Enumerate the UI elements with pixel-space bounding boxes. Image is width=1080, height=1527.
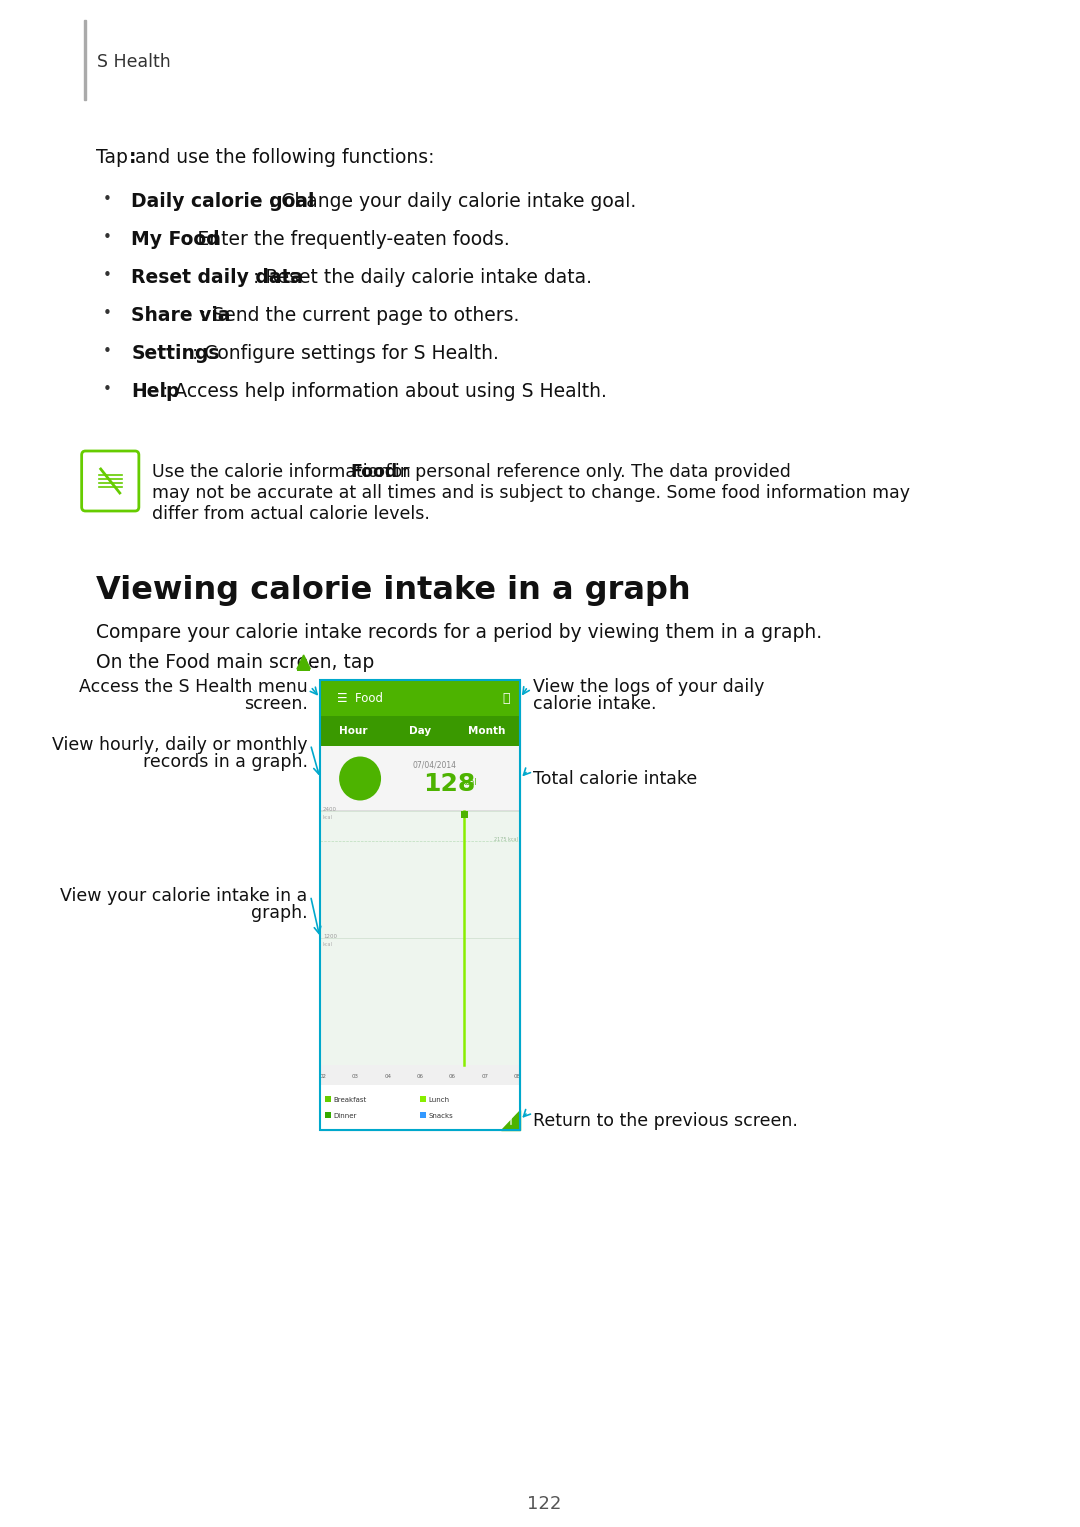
- Text: •: •: [103, 231, 111, 244]
- Text: records in a graph.: records in a graph.: [143, 753, 308, 771]
- Text: Month: Month: [469, 725, 505, 736]
- Text: •: •: [103, 305, 111, 321]
- Bar: [320, 680, 521, 1130]
- Text: : Change your daily calorie intake goal.: : Change your daily calorie intake goal.: [269, 192, 636, 211]
- Text: 08: 08: [514, 1073, 521, 1078]
- Text: differ from actual calorie levels.: differ from actual calorie levels.: [152, 505, 430, 524]
- Text: 07: 07: [482, 1073, 488, 1078]
- Bar: [320, 680, 521, 716]
- Text: graph.: graph.: [251, 904, 308, 922]
- Text: screen.: screen.: [244, 695, 308, 713]
- Text: Tap: Tap: [96, 148, 127, 166]
- Text: 04: 04: [384, 1073, 391, 1078]
- Text: 03: 03: [352, 1073, 359, 1078]
- Bar: [325, 1112, 330, 1118]
- Text: Breakfast: Breakfast: [334, 1096, 366, 1102]
- Text: View the logs of your daily: View the logs of your daily: [532, 678, 764, 696]
- Bar: [320, 680, 521, 1130]
- Text: 1200: 1200: [323, 935, 337, 939]
- Text: kcal: kcal: [323, 942, 333, 947]
- Text: Return to the previous screen.: Return to the previous screen.: [532, 1112, 797, 1130]
- Text: •: •: [103, 344, 111, 359]
- Bar: [325, 1096, 330, 1102]
- Text: Help: Help: [132, 382, 179, 402]
- Text: Hour: Hour: [339, 725, 367, 736]
- Text: Dinner: Dinner: [334, 1113, 356, 1119]
- Text: kcal: kcal: [461, 777, 476, 786]
- Text: 06: 06: [449, 1073, 456, 1078]
- Text: Day: Day: [409, 725, 431, 736]
- FancyBboxPatch shape: [82, 450, 139, 512]
- Circle shape: [339, 756, 381, 800]
- Bar: [320, 1064, 521, 1086]
- Text: View your calorie intake in a: View your calorie intake in a: [60, 887, 308, 906]
- Text: Viewing calorie intake in a graph: Viewing calorie intake in a graph: [96, 576, 690, 606]
- Text: calorie intake.: calorie intake.: [532, 695, 657, 713]
- Text: 2175 kcal: 2175 kcal: [495, 837, 518, 843]
- Bar: [420, 1112, 426, 1118]
- Bar: [320, 811, 521, 1064]
- Bar: [320, 747, 521, 811]
- Text: .: .: [313, 654, 319, 672]
- Text: •: •: [103, 382, 111, 397]
- Text: : Configure settings for S Health.: : Configure settings for S Health.: [192, 344, 499, 363]
- Text: ∥: ∥: [509, 1116, 513, 1124]
- Text: 06: 06: [417, 1073, 423, 1078]
- Text: Access the S Health menu: Access the S Health menu: [79, 678, 308, 696]
- Bar: [420, 1096, 426, 1102]
- Text: S Health: S Health: [97, 53, 171, 70]
- Bar: [320, 1086, 521, 1130]
- Bar: [297, 667, 310, 670]
- Text: Settings: Settings: [132, 344, 219, 363]
- Bar: [320, 716, 521, 747]
- Text: Snacks: Snacks: [429, 1113, 454, 1119]
- Text: Total calorie intake: Total calorie intake: [532, 771, 697, 788]
- Text: 07/04/2014: 07/04/2014: [413, 760, 457, 770]
- Text: Lunch: Lunch: [429, 1096, 450, 1102]
- Text: may not be accurate at all times and is subject to change. Some food information: may not be accurate at all times and is …: [152, 484, 910, 502]
- Bar: [461, 811, 468, 818]
- Text: My Food: My Food: [132, 231, 220, 249]
- Polygon shape: [297, 655, 310, 669]
- Text: Reset daily data: Reset daily data: [132, 269, 303, 287]
- Text: Food: Food: [350, 463, 397, 481]
- Text: : Reset the daily calorie intake data.: : Reset the daily calorie intake data.: [254, 269, 592, 287]
- Text: 02: 02: [320, 1073, 326, 1078]
- Text: •: •: [103, 192, 111, 208]
- Text: Use the calorie information in: Use the calorie information in: [152, 463, 417, 481]
- Text: : Enter the frequently-eaten foods.: : Enter the frequently-eaten foods.: [185, 231, 510, 249]
- Polygon shape: [501, 1110, 521, 1130]
- Text: Daily calorie goal: Daily calorie goal: [132, 192, 314, 211]
- Text: : Access help information about using S Health.: : Access help information about using S …: [162, 382, 607, 402]
- Text: View hourly, daily or monthly: View hourly, daily or monthly: [52, 736, 308, 754]
- Bar: [83, 20, 86, 99]
- Text: On the Food main screen, tap: On the Food main screen, tap: [96, 654, 380, 672]
- Text: Compare your calorie intake records for a period by viewing them in a graph.: Compare your calorie intake records for …: [96, 623, 822, 641]
- Text: :: :: [130, 148, 137, 166]
- Text: •: •: [103, 269, 111, 282]
- Text: kcal: kcal: [323, 815, 333, 820]
- Text: ☰  Food: ☰ Food: [337, 692, 383, 704]
- Text: 122: 122: [527, 1495, 562, 1513]
- Text: Share via: Share via: [132, 305, 231, 325]
- Text: for personal reference only. The data provided: for personal reference only. The data pr…: [380, 463, 791, 481]
- Text: 2400: 2400: [323, 806, 337, 812]
- Text: 128: 128: [423, 773, 475, 796]
- Text: and use the following functions:: and use the following functions:: [135, 148, 434, 166]
- Text: : Send the current page to others.: : Send the current page to others.: [200, 305, 519, 325]
- Text: ⧉: ⧉: [502, 692, 510, 704]
